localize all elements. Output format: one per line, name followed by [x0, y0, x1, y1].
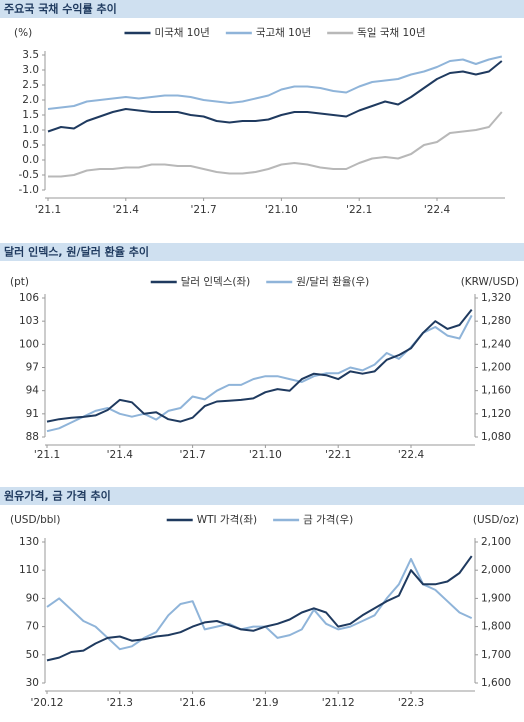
x-tick-label: '21.12 [322, 697, 355, 709]
y2-tick-label: 2,000 [481, 564, 511, 576]
y2-tick-label: 1,800 [481, 621, 511, 633]
x-tick-label: '22.1 [325, 449, 351, 461]
x-tick-label: '21.1 [34, 449, 60, 461]
y2-tick-label: 1,700 [481, 649, 511, 661]
y2-tick-label: 1,320 [481, 292, 511, 304]
y2-tick-label: 1,600 [481, 677, 511, 689]
series-line [46, 308, 473, 423]
y-tick-label: 2.5 [22, 79, 39, 91]
x-tick-label: '21.4 [107, 449, 134, 461]
y2-axis-title: (USD/oz) [473, 514, 519, 526]
legend-label: 원/달러 환율(우) [296, 276, 369, 288]
y-tick-label: 130 [19, 536, 39, 548]
y-tick-label: 3.5 [22, 49, 39, 61]
y-tick-label: 70 [26, 621, 39, 633]
y-tick-label: 2.0 [22, 94, 39, 106]
y2-tick-label: 1,160 [481, 385, 511, 397]
x-tick-label: '21.3 [107, 697, 133, 709]
y-tick-label: 50 [26, 649, 39, 661]
x-tick-label: '20.12 [31, 697, 64, 709]
series-line [46, 314, 473, 433]
y2-tick-label: 1,080 [481, 431, 511, 443]
series-line [46, 555, 473, 662]
x-tick-label: '21.4 [113, 204, 140, 216]
series-line [47, 55, 503, 110]
y-tick-label: 1.5 [22, 109, 39, 121]
y-tick-label: 106 [19, 292, 39, 304]
y-tick-label: -0.5 [19, 169, 40, 181]
y2-tick-label: 2,100 [481, 536, 511, 548]
series-line [48, 111, 503, 178]
y-axis-title: (USD/bbl) [10, 514, 60, 526]
y-tick-label: -1.0 [19, 184, 40, 196]
y-tick-label: 30 [26, 677, 39, 689]
x-tick-label: '21.9 [252, 697, 278, 709]
legend-label: 달러 인덱스(좌) [181, 276, 251, 288]
y-tick-label: 100 [19, 338, 39, 350]
x-tick-label: '21.10 [265, 204, 298, 216]
y2-axis-title: (KRW/USD) [461, 276, 519, 288]
x-tick-label: '21.7 [190, 204, 216, 216]
x-tick-label: '22.4 [398, 449, 425, 461]
series-line [47, 60, 503, 133]
y-tick-label: 110 [19, 564, 39, 576]
header-bar [0, 243, 524, 261]
x-tick-label: '22.4 [424, 204, 451, 216]
y-tick-label: 88 [26, 431, 39, 443]
x-tick-label: '21.7 [179, 449, 205, 461]
y2-tick-label: 1,900 [481, 592, 511, 604]
y-tick-label: 3.0 [22, 64, 39, 76]
y2-tick-label: 1,200 [481, 362, 511, 374]
y-tick-label: 97 [26, 362, 39, 374]
y-tick-label: 90 [26, 592, 39, 604]
y2-tick-label: 1,120 [481, 408, 511, 420]
x-tick-label: '21.10 [249, 449, 282, 461]
chart-title: 달러 인덱스, 원/달러 환율 추이 [4, 245, 149, 259]
y2-tick-label: 1,280 [481, 315, 511, 327]
x-tick-label: '22.3 [398, 697, 424, 709]
series-line [46, 557, 473, 651]
y2-tick-label: 1,240 [481, 338, 511, 350]
y-tick-label: 0.5 [22, 139, 39, 151]
y-axis-title: (pt) [10, 276, 29, 288]
legend-label: WTI 가격(좌) [197, 513, 257, 526]
legend-label: 금 가격(우) [303, 513, 353, 526]
y-tick-label: 91 [26, 408, 39, 420]
y-tick-label: 103 [19, 315, 39, 327]
x-tick-label: '21.1 [35, 204, 61, 216]
legend-label: 독일 국채 10년 [357, 26, 425, 39]
chart-title: 원유가격, 금 가격 추이 [4, 489, 111, 503]
y-tick-label: 1.0 [22, 124, 39, 136]
chart-title: 주요국 국채 수익률 추이 [4, 2, 117, 16]
legend-label: 미국채 10년 [154, 27, 209, 39]
header-bar [0, 0, 524, 18]
y-tick-label: 94 [26, 385, 40, 397]
y-axis-title: (%) [14, 27, 32, 39]
y-tick-label: 0.0 [22, 154, 39, 166]
x-tick-label: '22.1 [346, 204, 372, 216]
header-bar [0, 487, 524, 505]
legend-label: 국고채 10년 [256, 27, 311, 39]
x-tick-label: '21.6 [179, 697, 206, 709]
